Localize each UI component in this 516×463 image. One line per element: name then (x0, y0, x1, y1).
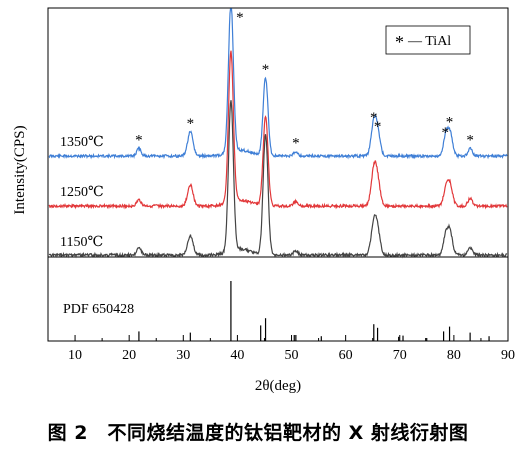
tial-peak-marker: * (262, 62, 270, 78)
figure-caption: 图 2 不同烧结温度的钛铝靶材的 X 射线衍射图 (47, 422, 469, 444)
tial-peak-marker: * (135, 133, 143, 149)
tial-peak-marker: * (466, 133, 474, 149)
peak-markers: ******* *** (135, 10, 474, 152)
trace-1150 (48, 100, 508, 259)
series-labels: 1350℃ 1250℃ 1150℃ (60, 135, 104, 250)
tial-peak-marker: * (446, 115, 454, 131)
plot-frame (47, 7, 509, 342)
series-label: 1250℃ (60, 185, 104, 200)
legend-label: — TiAl (407, 34, 451, 49)
legend-box (385, 25, 471, 55)
x-axis-tick-labels: 10 20 30 40 50 60 70 80 90 (68, 348, 515, 363)
trace-1350 (48, 8, 508, 160)
x-tick-label: 70 (393, 348, 407, 363)
reference-label: PDF 650428 (63, 302, 134, 317)
x-tick-label: 50 (285, 348, 299, 363)
legend-marker: * (395, 32, 404, 52)
x-tick-label: 80 (447, 348, 461, 363)
xrd-traces (48, 8, 508, 259)
series-label: 1150℃ (60, 235, 103, 250)
x-tick-label: 30 (176, 348, 190, 363)
tial-peak-marker: * (441, 125, 449, 141)
tial-peak-marker: * (370, 110, 378, 126)
tial-peak-marker: * (236, 10, 244, 26)
legend: * — TiAl (385, 25, 471, 55)
x-tick-label: 40 (230, 348, 244, 363)
trace-1250 (48, 50, 508, 210)
tial-peak-marker: * (292, 136, 300, 152)
y-axis-label: Intensity(CPS) (12, 125, 28, 214)
x-axis-ticks (47, 335, 509, 341)
tial-peak-marker: * (187, 116, 195, 132)
series-label: 1350℃ (60, 135, 104, 150)
x-tick-label: 60 (339, 348, 353, 363)
x-tick-label: 90 (501, 348, 515, 363)
x-tick-label: 10 (68, 348, 82, 363)
x-axis-label: 2θ(deg) (255, 378, 301, 394)
tial-peak-marker: * (374, 119, 382, 135)
reference-pattern (138, 281, 490, 341)
x-tick-label: 20 (122, 348, 136, 363)
